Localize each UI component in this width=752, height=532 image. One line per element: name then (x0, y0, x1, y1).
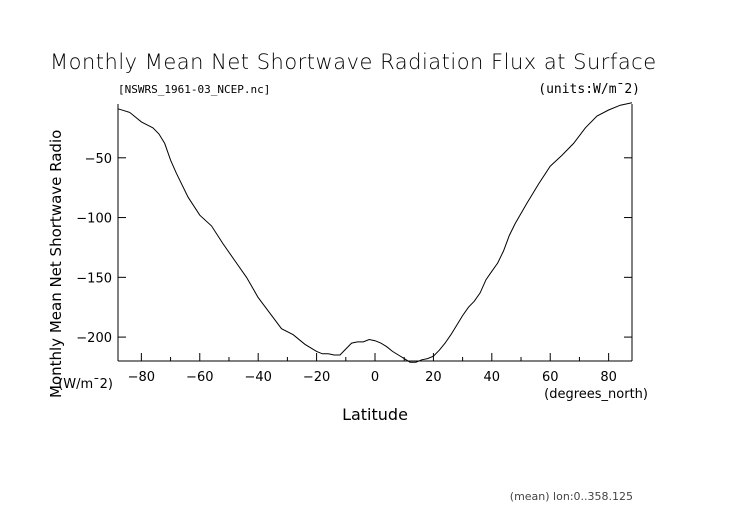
x-tick-label: −40 (244, 370, 271, 385)
x-tick-label: 60 (542, 370, 559, 385)
x-tick-label: −60 (186, 370, 213, 385)
x-axis-label: Latitude (342, 405, 408, 424)
y-tick-label: −100 (76, 212, 112, 227)
chart-title: Monthly Mean Net Shortwave Radiation Flu… (50, 50, 657, 74)
y-axis-units: (W/m¯2) (58, 377, 113, 392)
units-label: (units:W/m¯2) (538, 82, 640, 97)
y-tick-label: −200 (76, 331, 112, 346)
x-tick-label: −20 (303, 370, 330, 385)
x-tick-label: 80 (600, 370, 617, 385)
y-axis-label: Monthly Mean Net Shortwave Radio (47, 130, 65, 398)
footer-note: (mean) lon:0..358.125 (510, 490, 633, 503)
x-tick-label: 0 (371, 370, 379, 385)
series-line (117, 102, 633, 363)
x-tick-label: 40 (484, 370, 501, 385)
x-axis-units: (degrees_north) (544, 387, 648, 402)
x-tick-label: 20 (425, 370, 442, 385)
file-label: [NSWRS_1961-03_NCEP.nc] (118, 83, 270, 96)
x-tick-label: −80 (128, 370, 155, 385)
y-tick-label: −50 (85, 152, 112, 167)
y-tick-label: −150 (76, 271, 112, 286)
